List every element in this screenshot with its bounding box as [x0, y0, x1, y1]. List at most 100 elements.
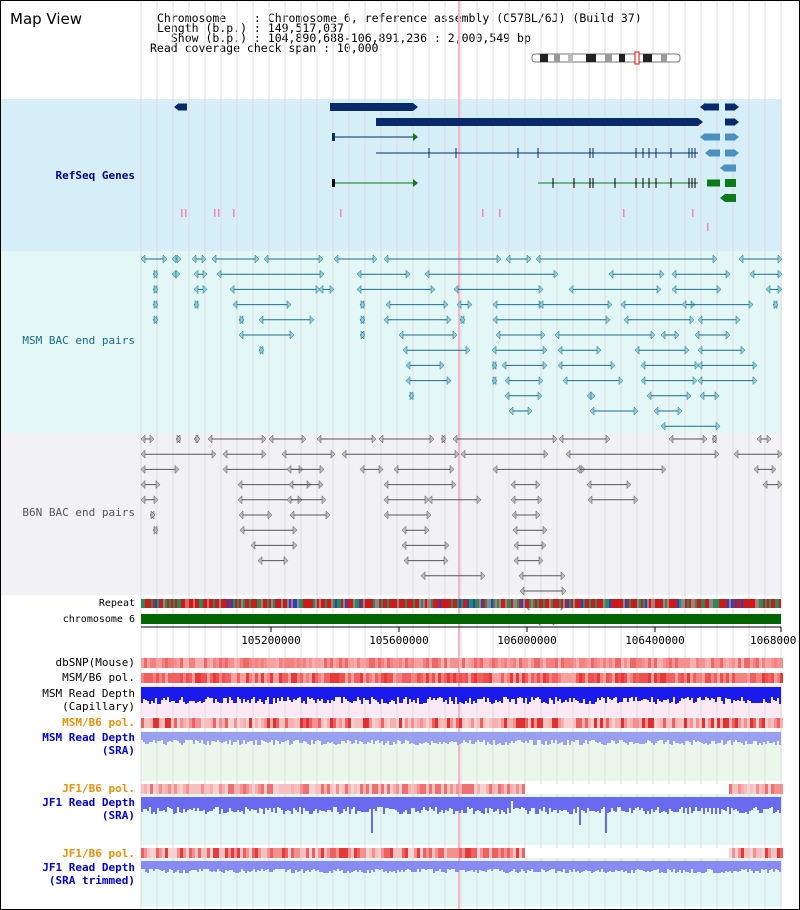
depth-bar [143, 687, 145, 699]
depth-bar [393, 687, 395, 701]
depth-bar [537, 687, 539, 697]
depth-bar [491, 687, 493, 704]
depth-bar [421, 732, 423, 744]
heat-cell [729, 718, 732, 728]
repeat-segment [185, 599, 187, 608]
heat-cell [627, 673, 630, 683]
depth-bar [703, 861, 705, 873]
heat-cell [336, 658, 339, 668]
depth-bar [743, 861, 745, 870]
repeat-segment [243, 599, 245, 608]
depth-bar [727, 861, 729, 872]
ideogram-band [568, 54, 573, 62]
depth-bar [723, 732, 725, 745]
heat-cell [174, 673, 177, 683]
depth-bar [607, 797, 609, 813]
depth-bar [597, 687, 599, 698]
msm-bac-track[interactable] [140, 254, 783, 431]
depth-bar [375, 687, 377, 700]
repeat-segment [695, 599, 697, 608]
heat-cell [144, 848, 147, 858]
depth-bar [237, 861, 239, 873]
repeat-segment [293, 599, 295, 608]
heat-cell [294, 673, 297, 683]
heat-cell [777, 658, 780, 668]
repeat-segment [739, 599, 741, 608]
repeat-segment [389, 599, 391, 608]
depth-bar [563, 797, 565, 810]
depth-bar [353, 732, 355, 743]
depth-bar [201, 797, 203, 811]
bac-end-marker [753, 464, 759, 475]
heat-cell [261, 784, 264, 794]
heat-cell [300, 718, 303, 728]
chromosome-bar[interactable] [141, 614, 781, 624]
heat-cell [594, 673, 597, 683]
heat-cell [558, 784, 561, 794]
bac-end-marker [325, 510, 331, 520]
heat-cell [627, 718, 630, 728]
depth-bar [625, 687, 627, 698]
heatmap-tracks[interactable] [141, 658, 783, 858]
heat-cell [765, 784, 768, 794]
depth-bar [157, 861, 159, 869]
depth-bar [211, 861, 213, 872]
heat-cell [249, 848, 252, 858]
b6n-bac-track[interactable] [140, 434, 783, 627]
bac-end-marker [634, 345, 640, 355]
depth-bar [345, 797, 347, 811]
depth-bar [195, 732, 197, 740]
depth-bar [225, 732, 227, 741]
depth-bar [723, 687, 725, 704]
repeat-track[interactable] [141, 599, 781, 608]
depth-bar [537, 797, 539, 814]
depth-bar [165, 687, 167, 700]
heat-cell [261, 848, 264, 858]
heat-cell [234, 673, 237, 683]
heat-cell [729, 673, 732, 683]
gene-block [707, 179, 720, 187]
depth-bar [411, 797, 413, 808]
heat-cell [144, 718, 147, 728]
depth-bar [493, 797, 495, 812]
depth-bar [763, 861, 765, 870]
depth-bar [415, 732, 417, 745]
heat-cell [153, 784, 156, 794]
depth-bar [367, 732, 369, 742]
depth-bar [171, 687, 173, 701]
depth-bar [347, 797, 349, 807]
depth-bar [183, 687, 185, 702]
repeat-segment [251, 599, 253, 608]
heat-cell [588, 718, 591, 728]
repeat-segment [465, 599, 467, 608]
depth-bar [221, 797, 223, 809]
repeat-segment [143, 599, 145, 608]
heat-cell [690, 673, 693, 683]
heat-cell [534, 658, 537, 668]
depth-bar [731, 732, 733, 745]
read-depth-tracks[interactable] [141, 687, 781, 873]
heat-cell [198, 718, 201, 728]
heat-cell [408, 673, 411, 683]
heat-cell [171, 718, 174, 728]
heat-cell [156, 718, 159, 728]
gene-arrow [698, 118, 703, 126]
repeat-segment [723, 599, 725, 608]
bac-end-marker [526, 254, 532, 264]
depth-bar [695, 861, 697, 873]
heat-cell [327, 848, 330, 858]
depth-bar [229, 687, 231, 697]
refseq-genes-track[interactable] [174, 103, 739, 231]
heat-cell [645, 673, 648, 683]
chromosome-ideogram[interactable] [531, 51, 681, 65]
heat-cell [141, 848, 144, 858]
bac-end-marker [618, 375, 624, 386]
depth-bar [755, 797, 757, 807]
bac-end-marker [510, 479, 516, 490]
heat-cell [276, 658, 279, 668]
gene-block [725, 164, 736, 172]
depth-bar [315, 861, 317, 871]
heat-cell [762, 848, 765, 858]
depth-bar [341, 797, 343, 813]
